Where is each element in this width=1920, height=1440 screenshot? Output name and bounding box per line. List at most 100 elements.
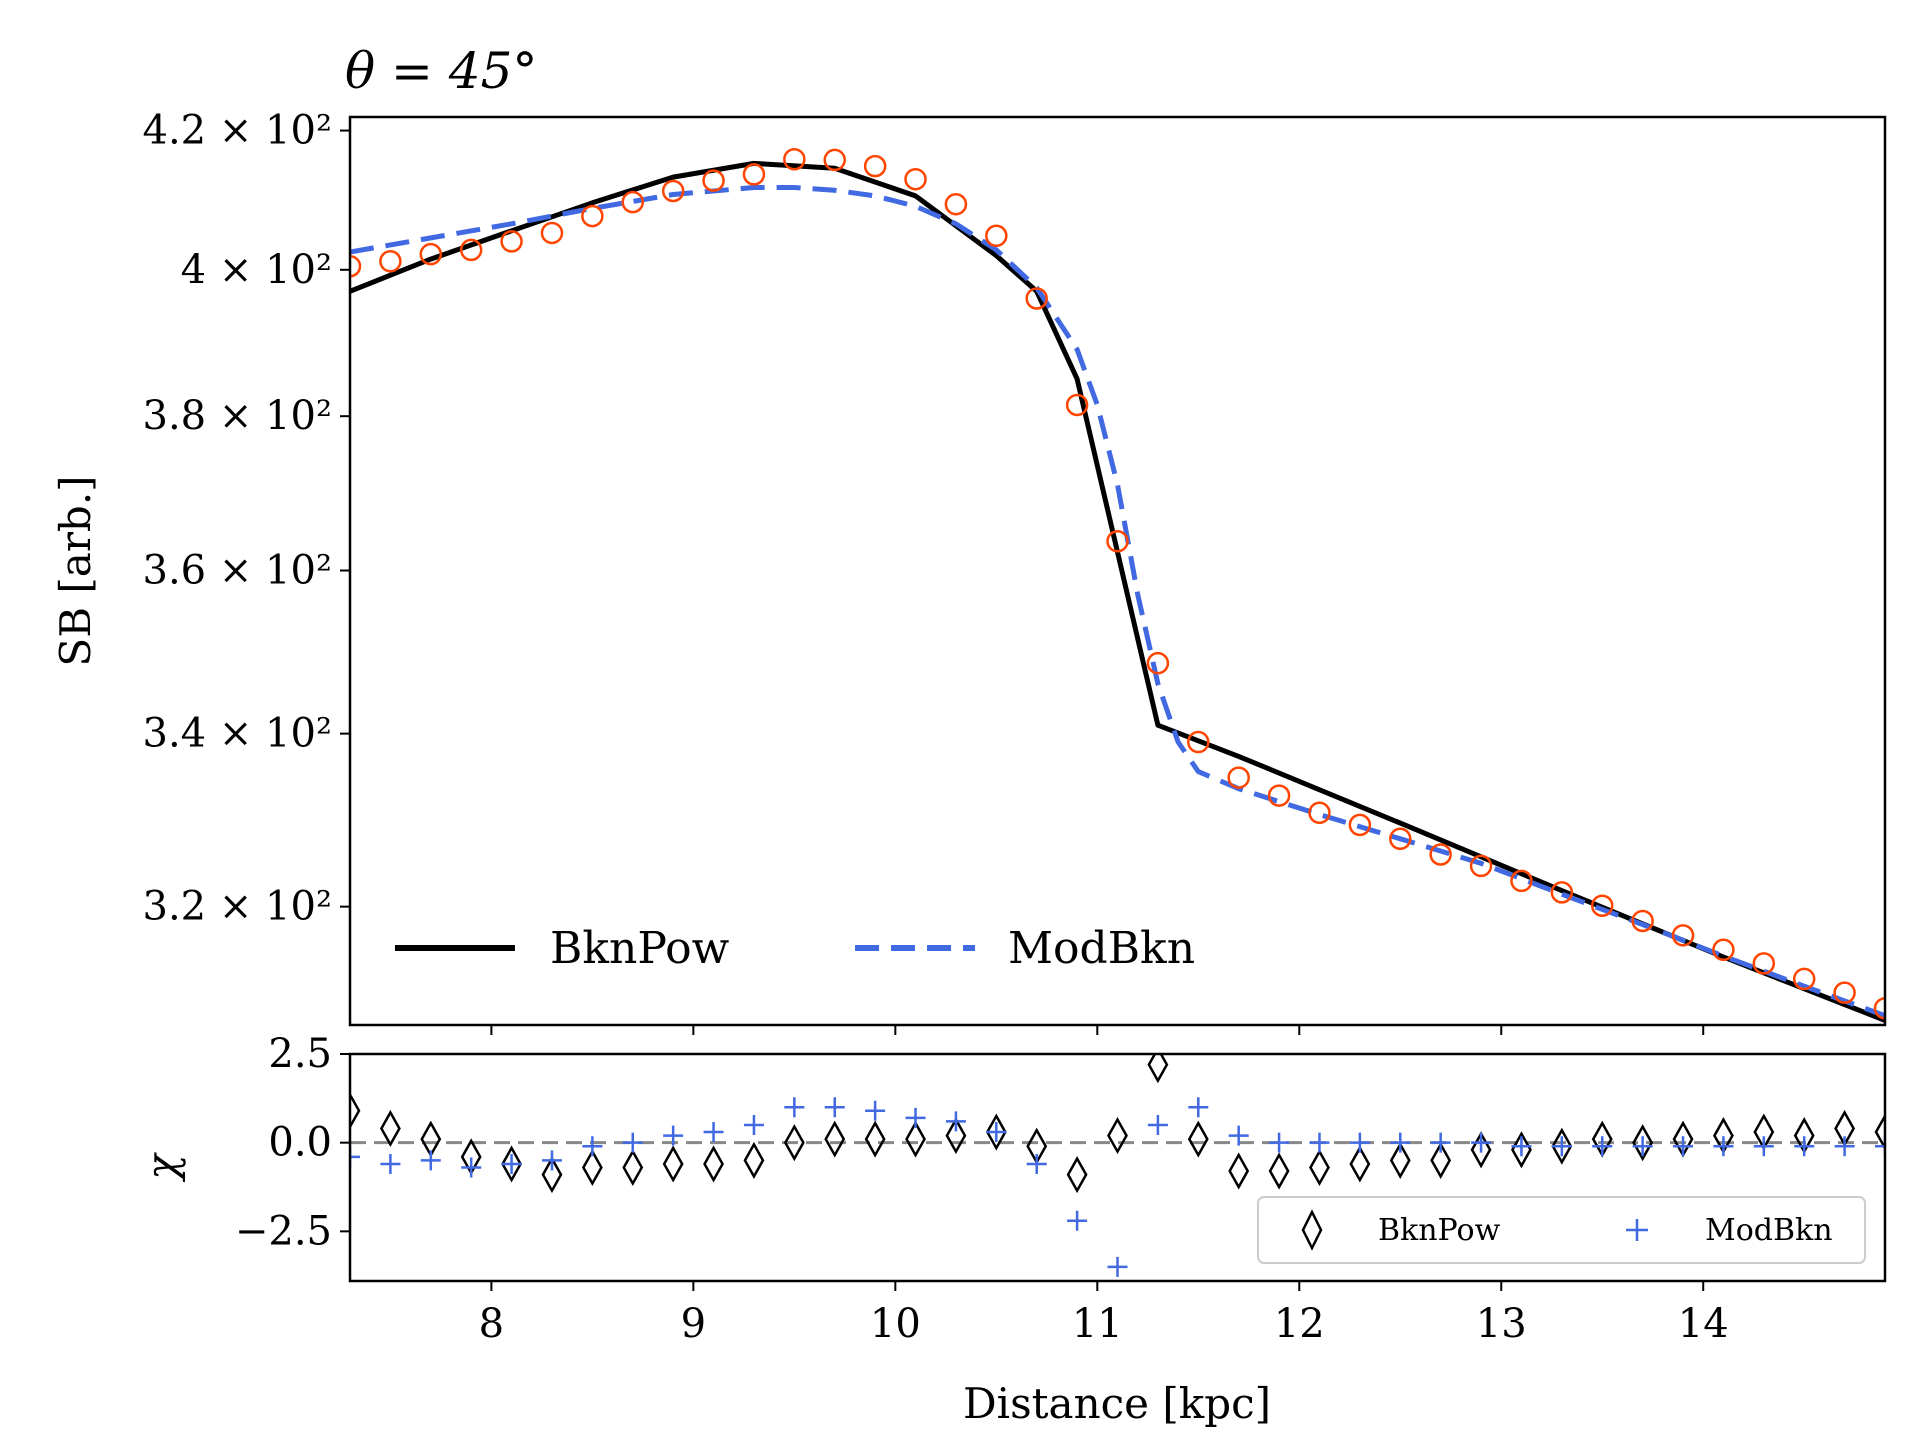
bknpow-residual-marker: [743, 1141, 765, 1179]
modbkn-residual-marker: [1794, 1136, 1815, 1157]
bknpow-residual-marker: [662, 1145, 684, 1183]
modbkn-residual-marker: [420, 1150, 441, 1171]
modbkn-residual-marker: [1430, 1132, 1451, 1153]
modbkn-residual-marker: [1067, 1210, 1088, 1231]
data-point-marker: [1187, 730, 1210, 754]
residual-y-axis: 2.5 0.0 −2.5: [235, 1031, 350, 1254]
bknpow-residual-marker: [1632, 1124, 1654, 1162]
data-point-marker: [1267, 784, 1291, 807]
bknpow-residual-marker: [1551, 1127, 1573, 1165]
modbkn-residual-marker: [622, 1132, 643, 1153]
data-point-marker: [1227, 766, 1250, 789]
residual-x-axis: 8 9 10 11 12 13 14: [479, 1281, 1729, 1347]
data-point-marker: [904, 167, 927, 191]
modbkn-residual-marker: [1511, 1136, 1532, 1157]
modbkn-residual-marker: [380, 1153, 401, 1174]
data-point-marker: [863, 154, 887, 178]
residual-y-tick-label: 2.5: [268, 1031, 332, 1077]
data-point-marker: [350, 254, 362, 278]
main-legend: BknPow ModBkn: [395, 923, 1195, 974]
bknpow-residual-marker: [703, 1145, 724, 1183]
data-point-marker: [419, 242, 443, 266]
data-point-marker: [742, 163, 766, 186]
bknpow-residual-marker: [581, 1148, 603, 1187]
legend-bknpow-label: BknPow: [550, 923, 730, 974]
bknpow-residual-marker: [1470, 1131, 1492, 1169]
modbkn-residual-marker: [1632, 1136, 1653, 1157]
data-point-marker: [540, 221, 564, 245]
bknpow-residual-marker: [905, 1120, 926, 1158]
data-point-marker: [1510, 869, 1533, 893]
modbkn-residual-marker: [1673, 1136, 1694, 1157]
data-point-marker: [581, 204, 604, 228]
data-point-marker: [1469, 854, 1493, 878]
modbkn-residual-marker: [1026, 1153, 1047, 1174]
bknpow-residual-marker: [1349, 1145, 1371, 1183]
bknpow-residual-marker: [985, 1113, 1007, 1151]
main-y-tick-label: 3.2 × 10²: [143, 884, 333, 930]
bknpow-residual-marker: [622, 1148, 644, 1187]
modbkn-residual-marker: [541, 1150, 562, 1171]
data-point-marker: [379, 250, 402, 273]
data-point-marker: [823, 148, 846, 172]
bknpow-residual-marker: [1389, 1141, 1411, 1179]
bknpow-residual-marker: [783, 1124, 805, 1162]
data-point-marker: [1025, 287, 1048, 310]
main-y-axis-label: SB [arb.]: [51, 475, 100, 666]
modbkn-residual-marker: [1875, 1136, 1885, 1157]
data-point-marker: [500, 230, 523, 253]
bknpow-residual-marker: [1147, 1054, 1169, 1084]
data-point-marker: [1550, 881, 1574, 904]
bknpow-residual-marker: [1107, 1117, 1128, 1155]
data-point-marker: [1792, 967, 1816, 991]
modbkn-residual-marker: [784, 1097, 805, 1118]
residual-x-tick-label: 13: [1476, 1301, 1527, 1347]
main-plot-area: [350, 147, 1885, 1023]
main-y-tick-label: 4.2 × 10²: [143, 108, 333, 154]
bknpow-residual-marker: [1430, 1141, 1452, 1179]
data-point-marker: [1429, 843, 1452, 866]
residual-x-axis-label: Distance [kpc]: [963, 1379, 1271, 1428]
legend-modbkn-label: ModBkn: [1008, 923, 1195, 974]
residual-legend-bknpow-label: BknPow: [1378, 1213, 1501, 1248]
main-y-tick-label: 3.4 × 10²: [143, 711, 333, 757]
modbkn-residual-marker: [1147, 1114, 1168, 1135]
bknpow-residual-marker: [350, 1092, 361, 1130]
modbkn-residual-marker: [1269, 1132, 1290, 1153]
modbkn-residual-marker: [743, 1114, 764, 1135]
residual-plot-area: [350, 1054, 1885, 1277]
data-point-marker: [1308, 801, 1331, 825]
modbkn-residual-marker: [1551, 1136, 1572, 1157]
data-point-marker: [621, 190, 645, 214]
data-point-marker: [783, 147, 806, 171]
modbkn-residual-marker: [905, 1107, 926, 1128]
modbkn-residual-marker: [865, 1100, 886, 1121]
data-point-marker: [1106, 530, 1129, 553]
legend-diamond-marker-icon: [1301, 1209, 1323, 1251]
legend-plus-marker-icon: [1626, 1219, 1648, 1241]
modbkn-residual-marker: [1834, 1136, 1855, 1157]
bknpow-residual-marker: [1228, 1152, 1250, 1190]
residual-legend-modbkn-label: ModBkn: [1705, 1213, 1833, 1248]
data-point-marker: [1833, 981, 1856, 1004]
residual-x-tick-label: 10: [870, 1301, 921, 1347]
bknpow-residual-marker: [864, 1120, 886, 1158]
modbkn-residual-marker: [582, 1136, 603, 1157]
residual-legend-box: [1257, 1196, 1866, 1264]
data-point-marker: [1671, 924, 1695, 947]
data-point-marker: [1590, 894, 1614, 917]
modbkn-residual-marker: [1592, 1136, 1613, 1157]
main-y-tick-label: 3.6 × 10²: [143, 547, 333, 593]
modbkn-residual-marker: [350, 1146, 360, 1167]
main-y-axis: 3.2 × 10² 3.4 × 10² 3.6 × 10² 3.8 × 10² 4 × …: [143, 108, 350, 930]
residual-x-tick-label: 11: [1072, 1301, 1123, 1347]
bknpow-residual-marker: [1187, 1120, 1209, 1158]
modbkn-residual-marker: [461, 1157, 482, 1178]
data-point-marker: [1873, 997, 1885, 1020]
data-point-marker: [702, 169, 725, 192]
residual-x-tick-label: 12: [1274, 1301, 1325, 1347]
residual-series-group: [350, 1054, 1885, 1277]
modbkn-residual-marker: [945, 1111, 966, 1132]
modbkn-residual-marker: [1753, 1136, 1774, 1157]
